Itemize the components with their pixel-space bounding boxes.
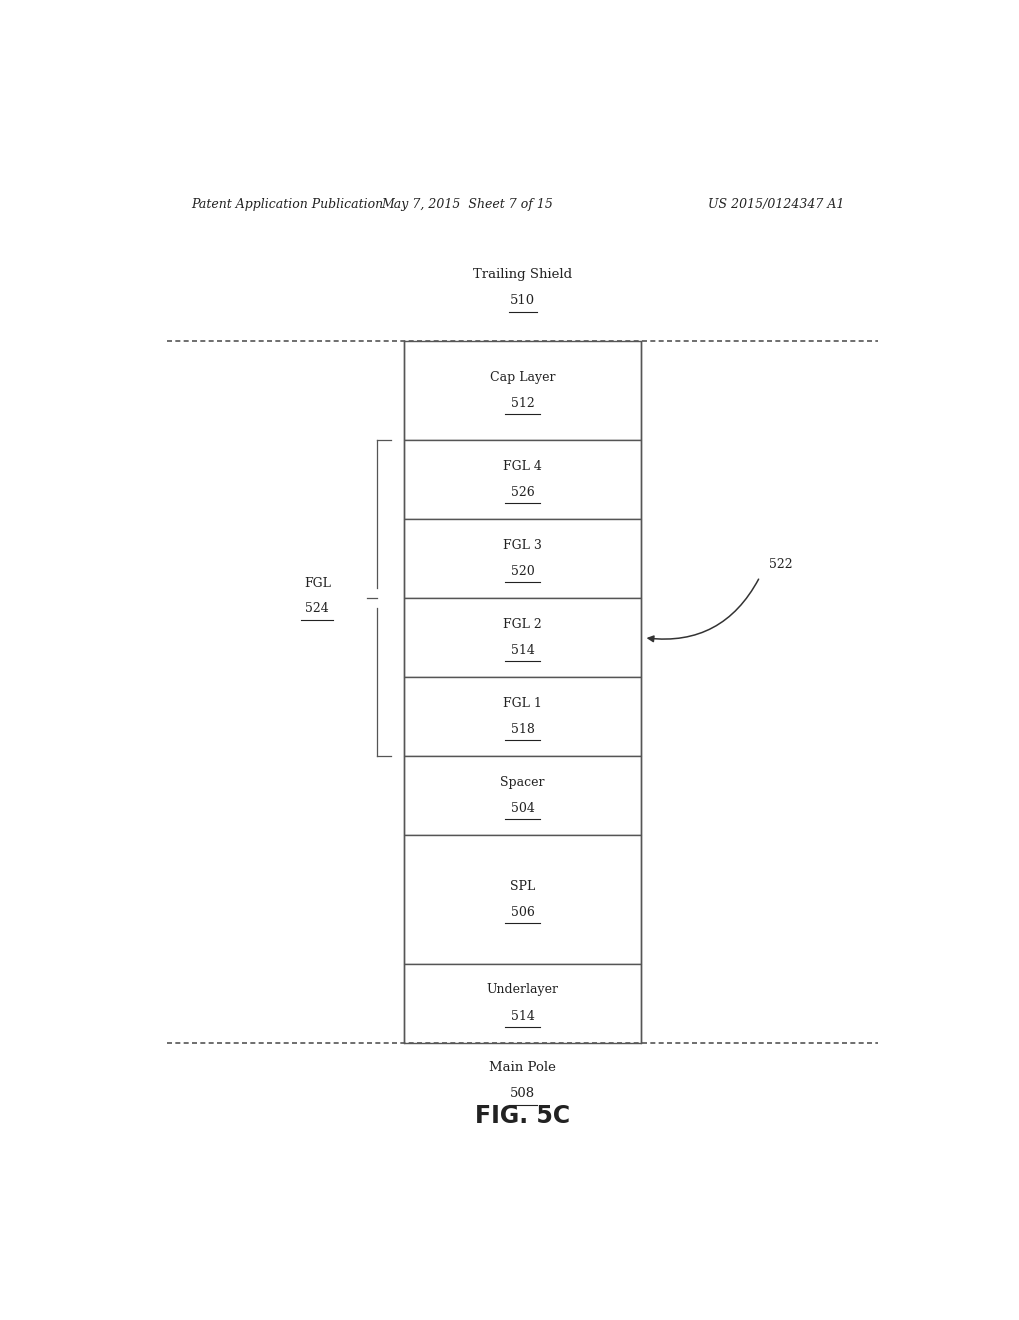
Text: FGL: FGL [304, 577, 330, 590]
Text: FIG. 5C: FIG. 5C [475, 1104, 570, 1127]
Text: May 7, 2015  Sheet 7 of 15: May 7, 2015 Sheet 7 of 15 [381, 198, 553, 211]
Text: Trailing Shield: Trailing Shield [473, 268, 572, 281]
Text: 504: 504 [511, 803, 534, 816]
Bar [404, 440, 641, 519]
Text: FGL 2: FGL 2 [503, 618, 541, 631]
Text: FGL 4: FGL 4 [502, 459, 542, 473]
Bar [404, 964, 641, 1043]
Text: 518: 518 [511, 723, 534, 737]
Text: 514: 514 [511, 1010, 534, 1023]
Bar [404, 519, 641, 598]
Text: Spacer: Spacer [500, 776, 544, 789]
Text: SPL: SPL [510, 879, 535, 892]
Text: Cap Layer: Cap Layer [489, 371, 555, 384]
Bar [404, 677, 641, 756]
Text: Patent Application Publication: Patent Application Publication [191, 198, 382, 211]
Text: 526: 526 [511, 486, 534, 499]
Text: 506: 506 [511, 906, 534, 919]
Text: 512: 512 [511, 397, 534, 411]
Text: 508: 508 [510, 1086, 535, 1100]
Text: FGL 3: FGL 3 [502, 539, 542, 552]
Bar [404, 756, 641, 836]
Text: 522: 522 [768, 558, 792, 572]
Text: US 2015/0124347 A1: US 2015/0124347 A1 [707, 198, 843, 211]
Bar [404, 836, 641, 964]
Text: 510: 510 [510, 294, 535, 308]
Text: 514: 514 [511, 644, 534, 657]
Bar [404, 598, 641, 677]
Bar [404, 342, 641, 440]
Text: Underlayer: Underlayer [486, 983, 558, 997]
Text: Main Pole: Main Pole [489, 1060, 555, 1073]
Text: 520: 520 [511, 565, 534, 578]
Text: 524: 524 [305, 602, 329, 615]
Text: FGL 1: FGL 1 [502, 697, 542, 710]
